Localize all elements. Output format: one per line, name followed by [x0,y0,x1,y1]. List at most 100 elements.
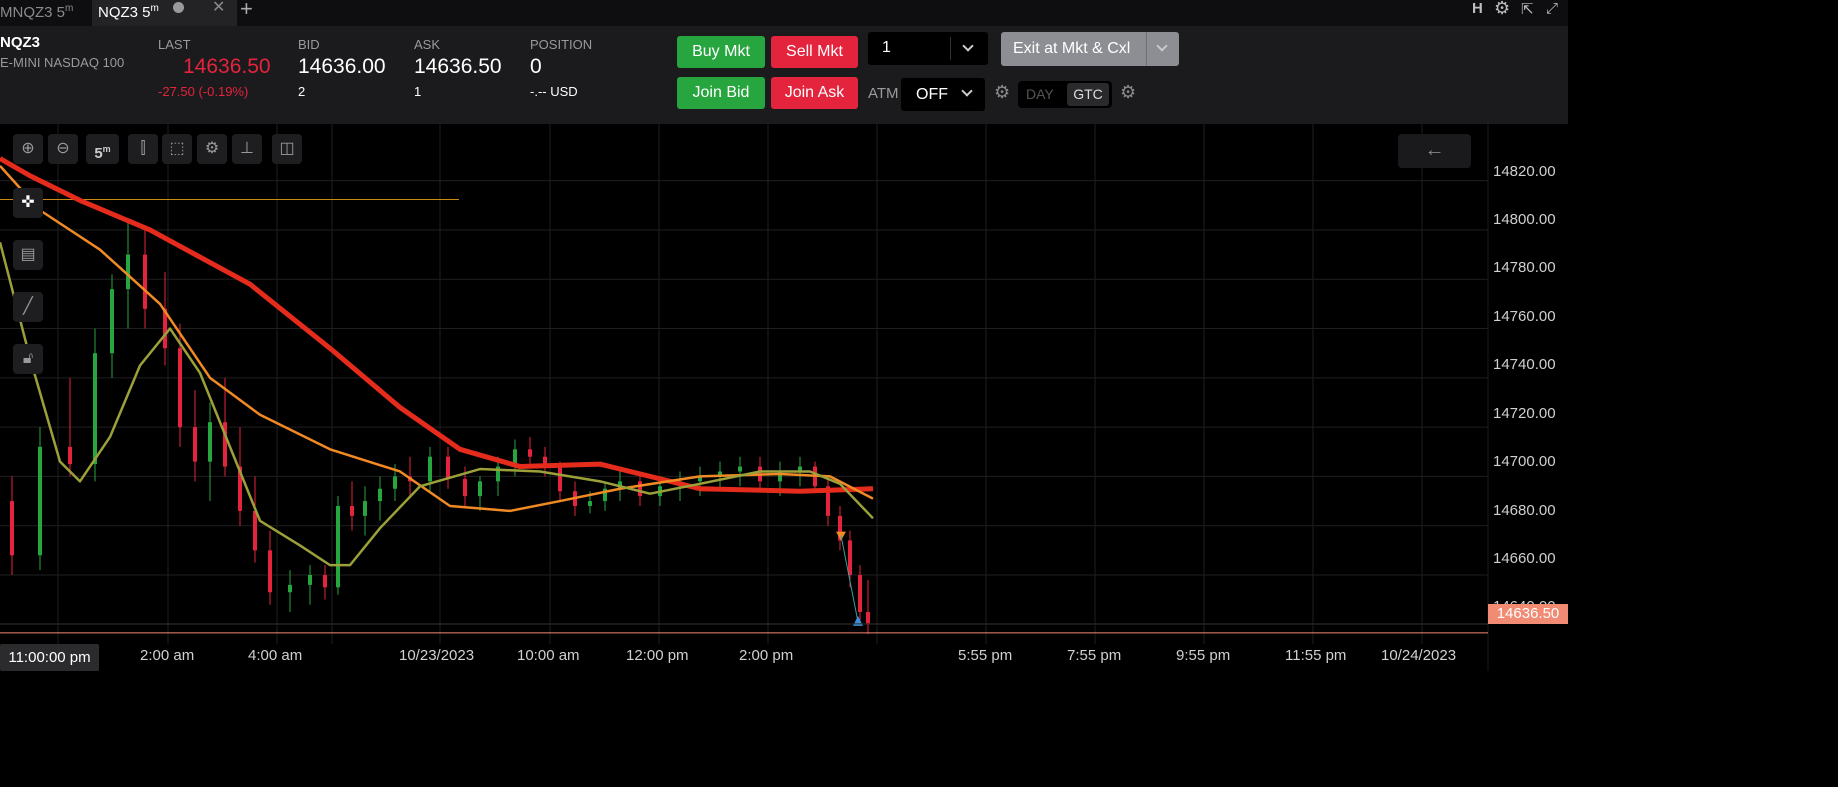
last-price-axis-label: 14636.50 [1488,604,1568,624]
y-axis-label: 14720.00 [1493,405,1556,422]
candle-body [603,488,607,502]
tif-gtc-option[interactable]: GTC [1067,83,1109,106]
trade-connector-line [840,535,859,622]
unsaved-dot-icon [173,2,184,13]
zoom-out-icon[interactable]: ⊖ [48,134,78,164]
time-in-force-toggle[interactable]: DAY GTC [1018,81,1112,108]
ask-label: ASK [414,37,441,52]
candle-body [428,456,432,482]
candle-body [528,449,532,457]
zoom-in-icon[interactable]: ⊕ [13,134,43,164]
quote-header: NQZ3 E-MINI NASDAQ 100 LAST 14636.50 -27… [0,26,1568,124]
tab-label: MNQZ3 5 [0,4,66,21]
tab-mnqz3[interactable]: MNQZ3 5m [0,0,92,26]
exit-label: Exit at Mkt & Cxl [1013,40,1131,57]
quantity-separator [950,37,951,60]
bid-price: 14636.00 [298,55,386,78]
candle-body [378,488,382,502]
bid-size: 2 [298,84,306,99]
tab-interval-sup: m [150,3,159,14]
draw-line-icon[interactable]: ╱ [13,292,43,322]
candle-body [638,481,642,497]
interval-value: 5 [94,145,103,162]
chevron-down-icon[interactable] [962,40,974,52]
bid-label: BID [298,37,320,52]
quantity-selector[interactable]: 1 [868,32,988,65]
settings-gear-icon[interactable]: ⚙ [1494,0,1511,18]
close-tab-icon[interactable]: ✕ [212,0,226,16]
x-axis-label: 2:00 pm [739,647,794,664]
notes-icon[interactable]: ▤ [13,240,43,270]
layout-icon[interactable]: ◫ [272,134,302,164]
exit-at-market-button[interactable]: Exit at Mkt & Cxl [1001,32,1179,66]
tab-interval-sup: m [65,3,74,14]
candle-body [126,254,130,290]
tab-nqz3[interactable]: NQZ3 5m ✕ [92,0,237,26]
sma-slow-line [0,156,874,494]
y-axis-label: 14700.00 [1493,453,1556,470]
candle-body [110,289,114,354]
candle-body [208,422,212,462]
y-axis-label: 14800.00 [1493,211,1556,228]
x-axis-label: 9:55 pm [1176,647,1231,664]
chart-settings-gear-icon[interactable]: ⚙ [197,134,227,164]
candle-body [350,505,354,516]
x-axis-label: 10/24/2023 [1381,647,1457,664]
candle-body [718,471,722,477]
chart-canvas [0,124,1489,671]
maximize-icon[interactable]: ⤢ [1546,0,1559,17]
add-tab-icon[interactable]: + [240,0,253,21]
y-axis-label: 14760.00 [1493,308,1556,325]
candle-body [838,515,842,541]
candle-body [588,501,592,506]
candle-body [193,427,197,462]
join-ask-button[interactable]: Join Ask [771,77,858,109]
candle-body [798,466,802,472]
sell-market-button[interactable]: Sell Mkt [771,36,858,68]
candle-body [363,501,367,516]
chevron-down-icon [961,85,973,97]
sma-mid-line [0,165,874,513]
candle-body [10,501,14,556]
crosshair-icon[interactable]: ✜ [13,188,43,218]
candlestick-type-icon[interactable]: ⫿ [128,134,158,164]
y-axis-label: 14740.00 [1493,356,1556,373]
indicators-icon[interactable]: ⊥ [232,134,262,164]
x-axis-label: 5:55 pm [958,647,1013,664]
price-chart[interactable]: ⊕ ⊖ 5m ⫿ ⬚ ⚙ ⊥ ◫ ✜ ▤ ╱ 🔓︎ ← 14820.00 148… [0,124,1568,671]
candle-body [698,476,702,482]
candle-body [738,466,742,472]
candle-body [478,481,482,497]
candle-body [268,550,272,593]
candle-body [178,348,182,428]
candle-body [68,446,72,465]
candle-body [558,466,562,492]
candle-body [253,510,257,551]
tif-day-option[interactable]: DAY [1026,86,1054,102]
tif-settings-gear-icon[interactable]: ⚙ [1120,82,1137,102]
x-axis-label: 2:00 am [140,647,195,664]
crosshair-time-label: 11:00:00 pm [0,644,99,671]
selection-box-icon[interactable]: ⬚ [162,134,192,164]
sma-fast-line [0,241,874,567]
candle-body [848,540,852,575]
pop-out-icon[interactable]: ⇱ [1521,1,1534,18]
scroll-to-latest-button[interactable]: ← [1398,134,1471,168]
x-axis-label: 10:00 am [517,647,580,664]
join-bid-button[interactable]: Join Bid [677,77,765,109]
interval-button[interactable]: 5m [86,134,119,164]
candle-body [238,466,242,511]
atm-settings-gear-icon[interactable]: ⚙ [994,82,1011,102]
hide-header-button[interactable]: H [1472,0,1483,17]
candle-body [38,446,42,556]
lock-icon[interactable]: 🔓︎ [13,344,43,374]
chevron-down-icon[interactable] [1156,40,1168,52]
buy-market-button[interactable]: Buy Mkt [677,36,765,68]
candle-body [393,476,397,489]
y-axis-label: 14780.00 [1493,259,1556,276]
atm-selector[interactable]: OFF [901,78,985,111]
atm-value: OFF [916,86,948,103]
candle-body [858,574,862,612]
buy-fill-marker [853,615,863,626]
candle-body [288,584,292,593]
